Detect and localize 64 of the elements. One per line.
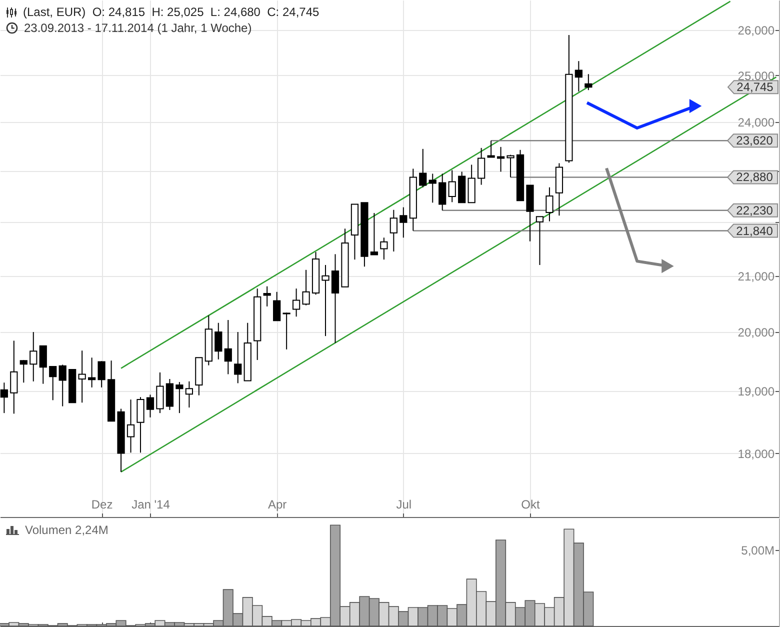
candlestick xyxy=(322,264,330,337)
candlestick xyxy=(478,147,486,186)
candlestick xyxy=(390,209,398,252)
y-tick-label: 21,000 xyxy=(738,269,775,284)
candlestick xyxy=(224,320,232,375)
candlestick xyxy=(506,154,514,178)
annotation: 22,880 xyxy=(736,170,774,184)
candlestick xyxy=(49,366,57,401)
candlestick xyxy=(331,254,340,344)
candlestick xyxy=(282,312,290,350)
y-tick-label: 5,00M xyxy=(741,544,774,558)
candlestick xyxy=(98,360,106,388)
candlestick xyxy=(126,399,135,454)
candlestick xyxy=(273,291,281,322)
candlestick xyxy=(584,74,592,91)
y-tick-label: 18,000 xyxy=(738,446,775,461)
annotation: 21,840 xyxy=(736,224,774,238)
candlestick xyxy=(438,173,446,211)
x-tick-label: Jan '14 xyxy=(132,498,170,512)
candlestick xyxy=(0,382,8,414)
text: Volumen 2,24M xyxy=(25,522,108,538)
candlestick xyxy=(88,357,96,388)
candlestick xyxy=(574,60,582,92)
candlestick xyxy=(487,140,495,158)
candlestick xyxy=(166,378,174,410)
y-tick-label: 26,000 xyxy=(738,24,775,38)
annotation: 22,230 xyxy=(736,203,774,218)
candlestick xyxy=(292,288,300,318)
candlestick xyxy=(30,332,38,382)
candlestick xyxy=(176,382,184,414)
candlestick xyxy=(428,173,436,204)
text: 23.09.2013 - 17.11.2014 (1 Jahr, 1 Woche) xyxy=(24,20,252,36)
annotation: 23,620 xyxy=(736,134,774,148)
candlestick xyxy=(156,372,164,414)
y-tick-label: 20,000 xyxy=(738,326,775,340)
x-tick-label: Apr xyxy=(268,498,287,512)
candlestick xyxy=(263,286,271,307)
candlestick xyxy=(536,216,544,266)
annotation: 24,745 xyxy=(736,80,774,94)
candlestick xyxy=(39,345,47,384)
candlestick xyxy=(146,394,154,418)
y-tick-label: 19,000 xyxy=(738,384,775,399)
candlestick xyxy=(136,396,144,454)
candlestick xyxy=(400,206,408,238)
chart-title: (Last, EUR) O: 24,815 H: 25,025 L: 24,680 C: 24,745 xyxy=(23,4,320,20)
candlestick xyxy=(370,212,378,256)
candlestick xyxy=(58,364,66,407)
y-tick-label: 24,000 xyxy=(738,116,775,130)
candlestick xyxy=(185,380,193,408)
candlestick xyxy=(380,237,388,260)
candlestick xyxy=(302,269,310,306)
x-tick-label: Okt xyxy=(521,498,540,512)
x-tick-label: Dez xyxy=(91,498,113,512)
candlestick xyxy=(20,359,28,384)
candlestick xyxy=(10,340,18,414)
candlestick xyxy=(214,322,222,360)
candlestick xyxy=(448,170,456,203)
candlestick xyxy=(234,332,242,384)
candlestick xyxy=(419,148,427,188)
x-tick-label: Jul xyxy=(396,498,412,512)
y-tick-label: 25,000 xyxy=(738,68,775,83)
candlestick xyxy=(546,186,554,222)
candlestick xyxy=(78,350,86,404)
candlestick xyxy=(496,146,505,172)
